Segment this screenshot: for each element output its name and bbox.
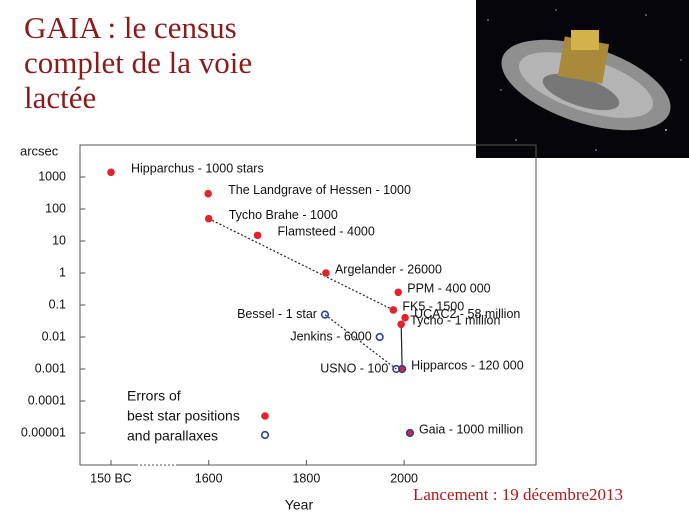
data-point: [204, 189, 212, 198]
point-label: Jenkins - 6000: [290, 329, 371, 343]
y-tick-label: 0.001: [35, 361, 66, 375]
data-point: [398, 364, 407, 374]
data-point: [389, 306, 398, 314]
legend-label: best star positions: [127, 408, 240, 424]
y-tick-label: 1: [59, 265, 66, 279]
point-label: Gaia - 1000 million: [419, 422, 523, 436]
data-point: [401, 313, 409, 322]
point-label: FK5 - 1500: [402, 299, 464, 313]
x-tick-label: 1600: [195, 471, 223, 485]
point-label: Tycho - 1 million: [410, 314, 500, 328]
point-label: Tycho Brahe - 1000: [229, 208, 338, 222]
data-point: [320, 310, 330, 319]
legend-marker: [260, 430, 270, 440]
legend-label: and parallaxes: [127, 428, 218, 444]
data-point: [322, 269, 330, 277]
legend-marker: [261, 412, 269, 420]
point-label: Flamsteed - 4000: [278, 225, 375, 239]
data-point: [375, 332, 384, 342]
point-label: PPM - 400 000: [407, 282, 490, 296]
data-point: [253, 231, 262, 240]
x-tick-label: 1800: [292, 471, 320, 485]
data-point: [107, 168, 115, 177]
y-tick-label: 0.00001: [21, 425, 66, 439]
y-tick-label: 0.1: [49, 297, 66, 311]
point-label: UCAC2 - 58 million: [414, 307, 520, 321]
data-point: [397, 320, 405, 329]
y-tick-label: 10: [52, 233, 66, 247]
point-label: Bessel - 1 star: [237, 307, 317, 321]
point-label: Hipparcos - 120 000: [411, 358, 524, 372]
x-tick-label: 2000: [390, 471, 418, 485]
satellite-photo: [476, 0, 689, 158]
trend-line: [324, 314, 397, 370]
point-label: The Landgrave of Hessen - 1000: [228, 183, 411, 197]
y-tick-label: 0.0001: [28, 393, 66, 407]
point-label: Argelander - 26000: [335, 262, 442, 276]
trend-line: [400, 324, 403, 370]
slide-title: GAIA : le census complet de la voie lact…: [24, 10, 253, 115]
x-tick-label: 150 BC: [90, 471, 132, 485]
legend-title: Errors of: [127, 388, 181, 404]
caption: Lancement : 19 décembre2013: [413, 485, 624, 504]
y-tick-label: 1000: [38, 169, 66, 183]
plot-frame: [79, 144, 537, 466]
data-point: [405, 428, 415, 438]
point-label: USNO - 100: [320, 361, 388, 375]
data-point: [204, 214, 213, 223]
x-axis-label: Year: [285, 497, 314, 513]
y-axis-label: arcsec: [20, 143, 59, 158]
y-tick-label: 0.01: [42, 329, 66, 343]
y-tick-label: 100: [45, 201, 66, 215]
data-point: [394, 288, 403, 297]
point-label: Hipparchus - 1000 stars: [131, 162, 264, 176]
